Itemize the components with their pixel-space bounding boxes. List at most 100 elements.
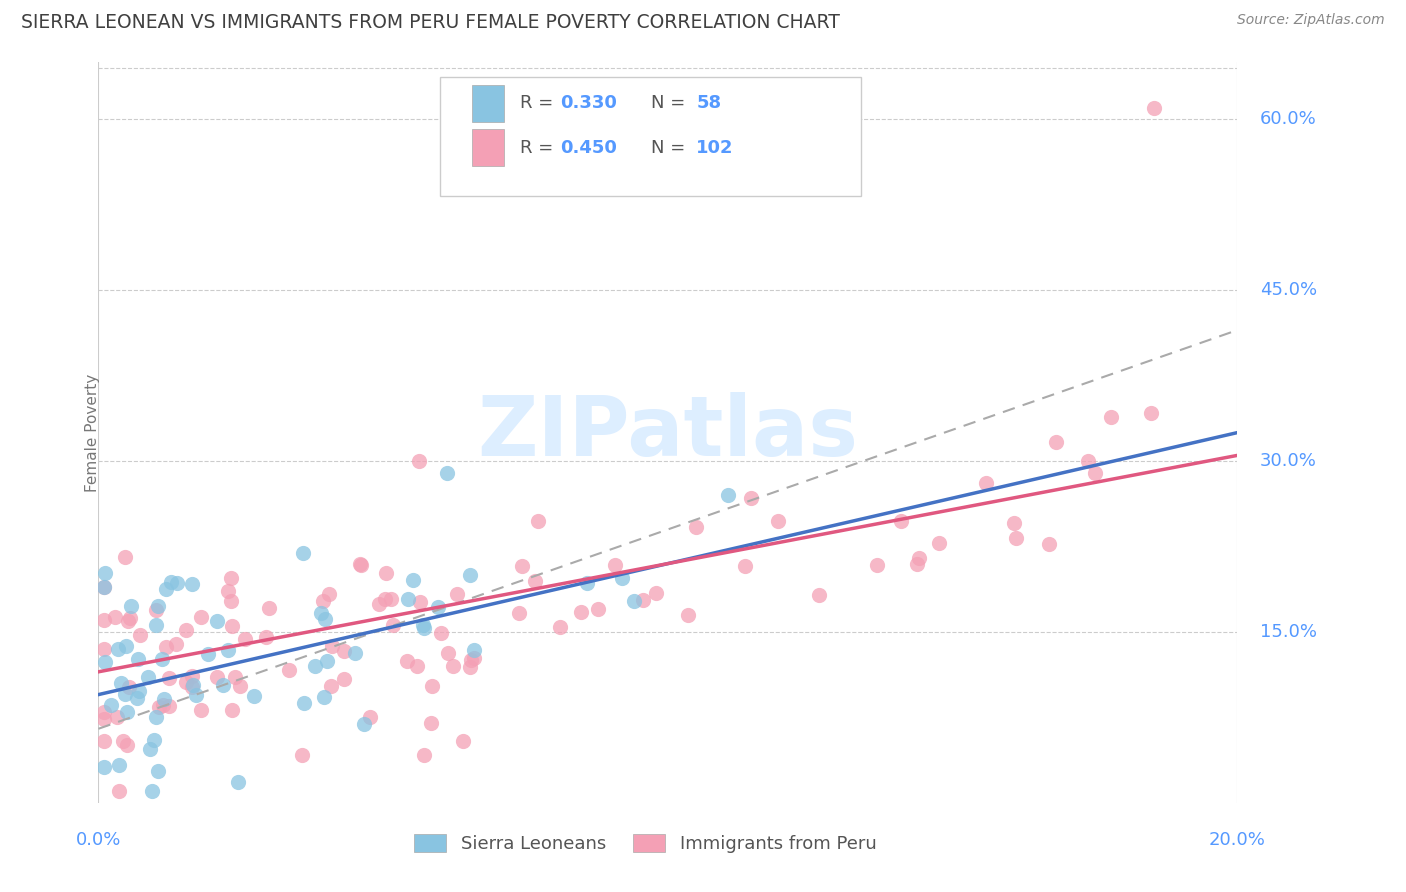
Point — [575, 576, 598, 591]
Point — [350, 558, 373, 573]
Text: 0.450: 0.450 — [560, 138, 617, 157]
Point — [181, 678, 204, 692]
Point — [197, 647, 219, 661]
Point — [165, 637, 187, 651]
Point — [180, 680, 202, 694]
Text: R =: R = — [520, 138, 558, 157]
Point — [145, 618, 167, 632]
Point — [1038, 537, 1060, 551]
Point — [866, 558, 889, 573]
Point — [207, 670, 229, 684]
Point — [142, 732, 165, 747]
Point — [212, 677, 235, 691]
Point — [458, 567, 481, 582]
Point — [181, 669, 204, 683]
Point — [217, 643, 239, 657]
Point — [333, 672, 356, 686]
Point — [93, 581, 115, 595]
Text: R =: R = — [520, 95, 558, 112]
Point — [463, 643, 485, 657]
Text: ZIPatlas: ZIPatlas — [478, 392, 858, 473]
Point — [605, 558, 627, 572]
Point — [316, 654, 339, 668]
Point — [148, 700, 170, 714]
Point — [420, 679, 443, 693]
Point — [107, 784, 129, 798]
Point — [221, 571, 243, 585]
Point — [292, 546, 315, 560]
Point — [412, 617, 434, 632]
Point — [111, 734, 134, 748]
Text: SIERRA LEONEAN VS IMMIGRANTS FROM PERU FEMALE POVERTY CORRELATION CHART: SIERRA LEONEAN VS IMMIGRANTS FROM PERU F… — [21, 13, 839, 32]
Point — [243, 689, 266, 703]
Text: Female Poverty: Female Poverty — [86, 374, 100, 491]
Point — [174, 623, 197, 637]
Point — [233, 632, 256, 646]
FancyBboxPatch shape — [440, 78, 862, 195]
Point — [108, 757, 131, 772]
Point — [93, 712, 115, 726]
Point — [808, 588, 831, 602]
Point — [343, 646, 366, 660]
Point — [94, 655, 117, 669]
Text: 60.0%: 60.0% — [1260, 111, 1317, 128]
Point — [146, 764, 169, 778]
Point — [93, 641, 115, 656]
Point — [115, 640, 138, 654]
Point — [190, 610, 212, 624]
Point — [321, 639, 343, 653]
Point — [446, 587, 468, 601]
Point — [226, 775, 249, 789]
Point — [127, 690, 149, 705]
Point — [160, 575, 183, 590]
Point — [229, 679, 252, 693]
Point — [157, 699, 180, 714]
Point — [905, 557, 928, 571]
Point — [100, 698, 122, 712]
Point — [104, 609, 127, 624]
Point — [145, 603, 167, 617]
Point — [512, 558, 534, 573]
Point — [1005, 531, 1028, 545]
Point — [118, 680, 141, 694]
Point — [1084, 466, 1107, 480]
Point — [908, 551, 931, 566]
Point — [717, 488, 740, 502]
Point — [110, 675, 132, 690]
Point — [527, 514, 550, 528]
Point — [155, 640, 177, 655]
Point — [430, 626, 453, 640]
Point — [396, 655, 419, 669]
Text: 0.330: 0.330 — [560, 95, 617, 112]
Point — [402, 573, 425, 587]
Point — [412, 748, 434, 763]
Point — [610, 571, 633, 585]
Point — [145, 710, 167, 724]
Point — [396, 591, 419, 606]
Point — [304, 659, 326, 673]
Point — [524, 574, 547, 588]
Point — [740, 491, 762, 506]
Point — [420, 715, 443, 730]
Point — [321, 679, 343, 693]
Point — [349, 558, 371, 572]
Point — [117, 705, 139, 719]
Point — [311, 594, 333, 608]
Point — [333, 644, 356, 658]
Point — [890, 514, 912, 528]
Point — [93, 705, 115, 719]
Point — [436, 466, 458, 480]
Point — [359, 709, 381, 723]
Point — [1045, 435, 1067, 450]
Point — [1077, 454, 1099, 468]
Text: N =: N = — [651, 95, 690, 112]
Point — [368, 597, 391, 611]
Bar — [472, 85, 503, 121]
Point — [586, 602, 609, 616]
Point — [174, 675, 197, 690]
Point — [678, 607, 700, 622]
Text: 102: 102 — [696, 138, 734, 157]
Point — [157, 671, 180, 685]
Point — [93, 613, 115, 627]
Point — [976, 476, 998, 491]
